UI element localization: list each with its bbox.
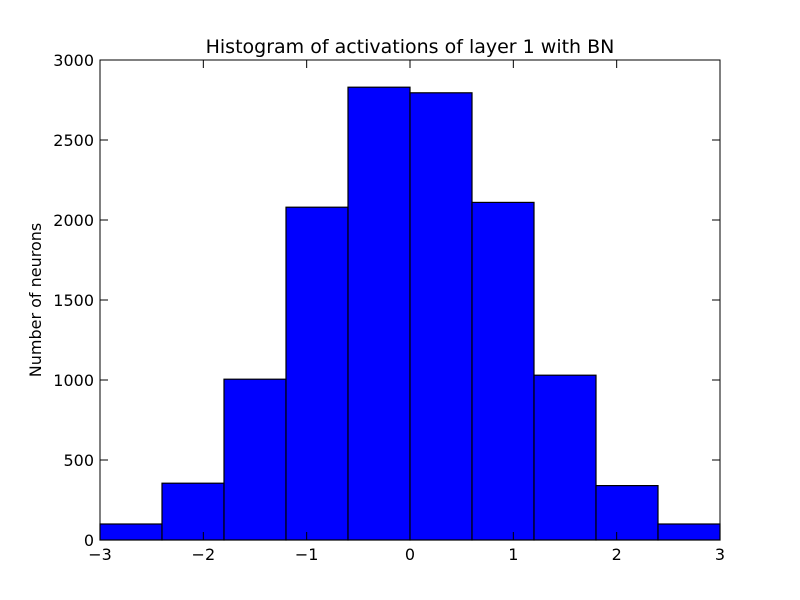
histogram-bar [533, 374, 597, 541]
x-tick-label: 2 [612, 545, 622, 564]
y-tick-label: 2500 [53, 131, 94, 150]
y-tick-label: 0 [84, 531, 94, 550]
ticks-group: −3 −2 −1 0 1 2 3 0 500 1000 1500 2000 2500 3000 [53, 51, 725, 564]
x-tick-label: 3 [715, 545, 725, 564]
y-tick-label: 1000 [53, 371, 94, 390]
histogram-bar [161, 482, 225, 541]
x-tick-label: 0 [405, 545, 415, 564]
x-tick-label: 1 [508, 545, 518, 564]
plot-frame [99, 59, 721, 541]
histogram-bar [409, 92, 473, 541]
histogram-bar [223, 378, 287, 541]
y-tick-label: 3000 [53, 51, 94, 70]
x-tick-label: −1 [295, 545, 319, 564]
y-tick-label: 500 [63, 451, 94, 470]
histogram-bar [347, 86, 411, 541]
histogram-bar [471, 201, 535, 541]
histogram-bar [285, 206, 349, 541]
histogram-bar [657, 523, 721, 541]
y-tick-label: 2000 [53, 211, 94, 230]
y-axis-label: Number of neurons [26, 223, 45, 377]
x-tick-label: −3 [88, 545, 112, 564]
histogram-bar [99, 523, 163, 541]
histogram-bar [595, 485, 659, 541]
x-tick-label: −2 [192, 545, 216, 564]
y-tick-label: 1500 [53, 291, 94, 310]
chart-title: Histogram of activations of layer 1 with… [206, 36, 615, 58]
bars-group [99, 86, 721, 541]
